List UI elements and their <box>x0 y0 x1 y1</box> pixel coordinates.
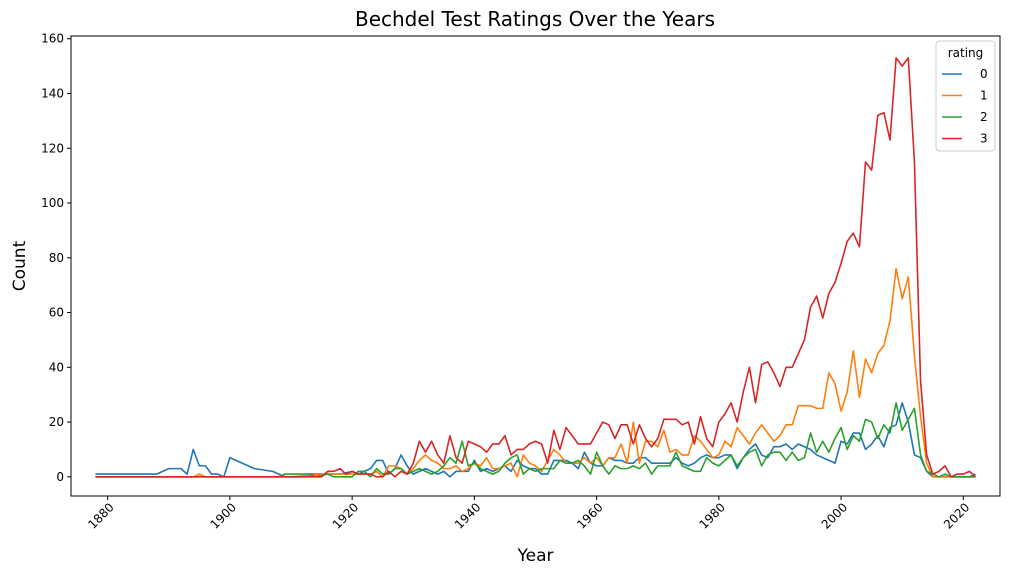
plot-frame <box>70 35 1001 497</box>
y-tick-label: 100 <box>41 196 64 210</box>
legend-entries: 0 1 2 3 <box>942 67 988 146</box>
legend-box <box>935 40 996 152</box>
y-tick-label: 60 <box>49 306 64 320</box>
plot-area <box>95 57 977 478</box>
legend-label-2: 2 <box>980 110 988 124</box>
series-line-1 <box>95 267 976 478</box>
y-tick-label: 0 <box>56 470 64 484</box>
series-line-2 <box>95 402 976 478</box>
legend-label-1: 1 <box>980 89 988 103</box>
y-tick-label: 120 <box>41 141 64 155</box>
series-line-3 <box>95 57 977 478</box>
legend: rating 0 1 2 3 <box>935 40 996 152</box>
y-tick-label: 140 <box>41 87 64 101</box>
legend-label-0: 0 <box>980 67 988 81</box>
chart-title: Bechdel Test Ratings Over the Years <box>355 7 715 31</box>
y-tick-label: 20 <box>49 415 64 429</box>
y-tick-label: 160 <box>41 32 64 46</box>
y-tick-label: 40 <box>49 360 64 374</box>
legend-label-3: 3 <box>980 132 988 146</box>
y-axis: 0 20 40 60 80 100 120 140 160 <box>41 32 71 484</box>
x-axis-label: Year <box>517 546 554 566</box>
legend-title: rating <box>948 46 984 60</box>
y-axis-label: Count <box>10 240 30 291</box>
y-tick-label: 80 <box>49 251 64 265</box>
